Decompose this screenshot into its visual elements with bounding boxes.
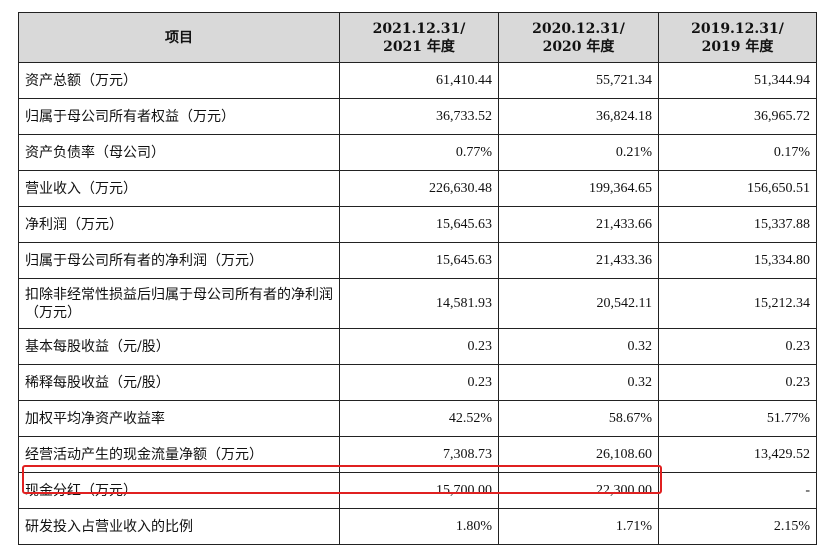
row-label: 稀释每股收益（元/股） — [18, 364, 340, 401]
cell-2021: 1.80% — [339, 508, 499, 545]
table-row: 资产负债率（母公司） 0.77% 0.21% 0.17% — [18, 134, 817, 171]
row-label: 净利润（万元） — [18, 206, 340, 243]
cell-2019: 15,334.80 — [658, 242, 817, 279]
table-row: 资产总额（万元） 61,410.44 55,721.34 51,344.94 — [18, 62, 817, 99]
table-header: 项目 2021.12.31/ 2021 年度 2020.12.31/ 2020 … — [18, 12, 817, 63]
row-label: 归属于母公司所有者权益（万元） — [18, 98, 340, 135]
row-label: 资产负债率（母公司） — [18, 134, 340, 171]
cell-2021: 15,700.00 — [339, 472, 499, 509]
cell-2019: 0.23 — [658, 328, 817, 365]
header-2019-date: 2019.12.31/ — [691, 20, 784, 37]
cell-2021: 14,581.93 — [339, 278, 499, 329]
cell-2019: 156,650.51 — [658, 170, 817, 207]
table-row: 归属于母公司所有者权益（万元） 36,733.52 36,824.18 36,9… — [18, 98, 817, 135]
header-2020-date: 2020.12.31/ — [532, 20, 625, 37]
row-label: 扣除非经常性损益后归属于母公司所有者的净利润（万元） — [18, 278, 340, 329]
cell-2019: 51,344.94 — [658, 62, 817, 99]
cell-2019: 0.23 — [658, 364, 817, 401]
cell-2020: 0.32 — [498, 364, 659, 401]
cell-2020: 21,433.66 — [498, 206, 659, 243]
table-row: 研发投入占营业收入的比例 1.80% 1.71% 2.15% — [18, 508, 817, 545]
table-row: 基本每股收益（元/股） 0.23 0.32 0.23 — [18, 328, 817, 365]
header-item: 项目 — [18, 12, 340, 63]
table-body: 资产总额（万元） 61,410.44 55,721.34 51,344.94 归… — [18, 62, 817, 545]
header-2021: 2021.12.31/ 2021 年度 — [339, 12, 499, 63]
table-row: 营业收入（万元） 226,630.48 199,364.65 156,650.5… — [18, 170, 817, 207]
table-row: 归属于母公司所有者的净利润（万元） 15,645.63 21,433.36 15… — [18, 242, 817, 279]
cell-2019: 51.77% — [658, 400, 817, 437]
cell-2019: 13,429.52 — [658, 436, 817, 473]
cell-2021: 0.77% — [339, 134, 499, 171]
row-label: 基本每股收益（元/股） — [18, 328, 340, 365]
cell-2019: 0.17% — [658, 134, 817, 171]
header-2019: 2019.12.31/ 2019 年度 — [658, 12, 817, 63]
table-row: 净利润（万元） 15,645.63 21,433.66 15,337.88 — [18, 206, 817, 243]
cell-2021: 15,645.63 — [339, 242, 499, 279]
cell-2019: 2.15% — [658, 508, 817, 545]
cell-2020: 0.32 — [498, 328, 659, 365]
header-2020: 2020.12.31/ 2020 年度 — [498, 12, 659, 63]
cell-2021: 0.23 — [339, 364, 499, 401]
cell-2020: 26,108.60 — [498, 436, 659, 473]
cell-2020: 55,721.34 — [498, 62, 659, 99]
cell-2020: 0.21% — [498, 134, 659, 171]
table-row: 扣除非经常性损益后归属于母公司所有者的净利润（万元） 14,581.93 20,… — [18, 278, 817, 329]
cell-2020: 199,364.65 — [498, 170, 659, 207]
table-row-highlighted: 现金分红（万元） 15,700.00 22,300.00 - — [18, 472, 817, 509]
header-item-label: 项目 — [165, 29, 193, 46]
table-row: 加权平均净资产收益率 42.52% 58.67% 51.77% — [18, 400, 817, 437]
row-label: 资产总额（万元） — [18, 62, 340, 99]
cell-2021: 36,733.52 — [339, 98, 499, 135]
cell-2020: 22,300.00 — [498, 472, 659, 509]
row-label: 营业收入（万元） — [18, 170, 340, 207]
cell-2019: 36,965.72 — [658, 98, 817, 135]
row-label: 归属于母公司所有者的净利润（万元） — [18, 242, 340, 279]
financial-summary-table: 项目 2021.12.31/ 2021 年度 2020.12.31/ 2020 … — [18, 12, 817, 545]
cell-2019: 15,337.88 — [658, 206, 817, 243]
header-2019-year: 2019 年度 — [701, 38, 774, 55]
table-row: 经营活动产生的现金流量净额（万元） 7,308.73 26,108.60 13,… — [18, 436, 817, 473]
table-row: 稀释每股收益（元/股） 0.23 0.32 0.23 — [18, 364, 817, 401]
cell-2021: 226,630.48 — [339, 170, 499, 207]
cell-2020: 1.71% — [498, 508, 659, 545]
cell-2021: 0.23 — [339, 328, 499, 365]
row-label: 现金分红（万元） — [18, 472, 340, 509]
row-label: 研发投入占营业收入的比例 — [18, 508, 340, 545]
cell-2019: 15,212.34 — [658, 278, 817, 329]
cell-2020: 58.67% — [498, 400, 659, 437]
header-2020-year: 2020 年度 — [542, 38, 615, 55]
cell-2021: 42.52% — [339, 400, 499, 437]
cell-2020: 20,542.11 — [498, 278, 659, 329]
cell-2020: 21,433.36 — [498, 242, 659, 279]
cell-2021: 7,308.73 — [339, 436, 499, 473]
cell-2021: 61,410.44 — [339, 62, 499, 99]
row-label: 经营活动产生的现金流量净额（万元） — [18, 436, 340, 473]
row-label: 加权平均净资产收益率 — [18, 400, 340, 437]
cell-2019: - — [658, 472, 817, 509]
header-2021-date: 2021.12.31/ — [372, 20, 466, 37]
cell-2021: 15,645.63 — [339, 206, 499, 243]
cell-2020: 36,824.18 — [498, 98, 659, 135]
header-2021-year: 2021 年度 — [383, 38, 455, 55]
